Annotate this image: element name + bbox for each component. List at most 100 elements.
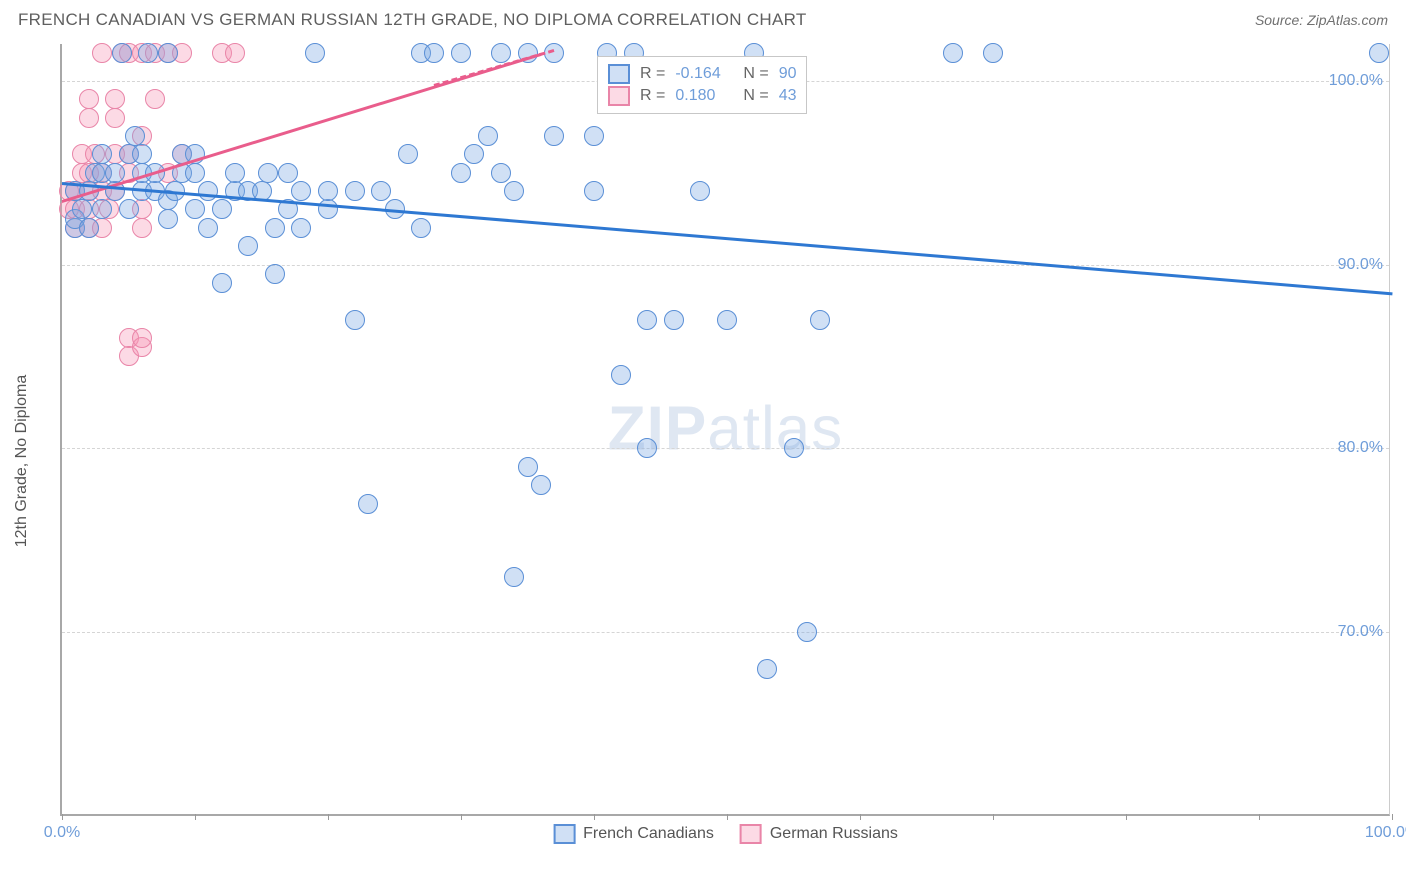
chart-wrapper: 12th Grade, No Diploma ZIPatlas French C… [0, 36, 1406, 886]
data-point [92, 43, 112, 63]
data-point [79, 218, 99, 238]
data-point [185, 199, 205, 219]
data-point [637, 438, 657, 458]
x-tick [1392, 814, 1393, 820]
y-tick-label: 80.0% [1338, 439, 1383, 457]
x-tick [328, 814, 329, 820]
legend-label: German Russians [770, 825, 898, 843]
data-point [105, 163, 125, 183]
x-tick [727, 814, 728, 820]
data-point [105, 89, 125, 109]
x-tick [860, 814, 861, 820]
data-point [105, 108, 125, 128]
x-tick [62, 814, 63, 820]
data-point [784, 438, 804, 458]
data-point [345, 181, 365, 201]
data-point [611, 365, 631, 385]
x-tick-label: 100.0% [1365, 824, 1406, 842]
data-point [132, 328, 152, 348]
data-point [504, 181, 524, 201]
data-point [451, 163, 471, 183]
data-point [664, 310, 684, 330]
data-point [238, 236, 258, 256]
data-point [983, 43, 1003, 63]
swatch-icon [608, 64, 630, 84]
y-tick-label: 70.0% [1338, 623, 1383, 641]
data-point [544, 126, 564, 146]
data-point [212, 273, 232, 293]
data-point [943, 43, 963, 63]
x-tick-label: 0.0% [44, 824, 80, 842]
data-point [757, 659, 777, 679]
data-point [79, 108, 99, 128]
y-tick-label: 90.0% [1338, 256, 1383, 274]
gridline [62, 265, 1389, 266]
trend-line [62, 182, 1392, 295]
data-point [810, 310, 830, 330]
swatch-icon [608, 86, 630, 106]
data-point [491, 163, 511, 183]
data-point [637, 310, 657, 330]
legend-item-pink: German Russians [740, 824, 898, 844]
data-point [112, 43, 132, 63]
legend-label: French Canadians [583, 825, 714, 843]
chart-title: FRENCH CANADIAN VS GERMAN RUSSIAN 12TH G… [18, 10, 807, 30]
data-point [132, 218, 152, 238]
legend-row: R =0.180N =43 [608, 86, 796, 106]
gridline [62, 448, 1389, 449]
data-point [291, 218, 311, 238]
legend-bottom: French Canadians German Russians [553, 824, 898, 844]
data-point [318, 181, 338, 201]
chart-header: FRENCH CANADIAN VS GERMAN RUSSIAN 12TH G… [0, 0, 1406, 36]
data-point [478, 126, 498, 146]
source-label: Source: ZipAtlas.com [1255, 12, 1388, 28]
y-tick-label: 100.0% [1329, 72, 1383, 90]
data-point [145, 89, 165, 109]
data-point [158, 209, 178, 229]
y-axis-title: 12th Grade, No Diploma [13, 375, 31, 548]
x-tick [461, 814, 462, 820]
data-point [138, 43, 158, 63]
data-point [1369, 43, 1389, 63]
legend-item-blue: French Canadians [553, 824, 714, 844]
data-point [411, 218, 431, 238]
data-point [318, 199, 338, 219]
data-point [345, 310, 365, 330]
data-point [265, 218, 285, 238]
data-point [119, 199, 139, 219]
data-point [358, 494, 378, 514]
data-point [258, 163, 278, 183]
data-point [158, 43, 178, 63]
data-point [305, 43, 325, 63]
data-point [198, 181, 218, 201]
data-point [225, 43, 245, 63]
data-point [531, 475, 551, 495]
data-point [491, 43, 511, 63]
data-point [398, 144, 418, 164]
x-tick [1126, 814, 1127, 820]
data-point [797, 622, 817, 642]
legend-row: R =-0.164N =90 [608, 64, 796, 84]
data-point [212, 199, 232, 219]
swatch-icon [553, 824, 575, 844]
data-point [79, 89, 99, 109]
x-tick [195, 814, 196, 820]
data-point [424, 43, 444, 63]
x-tick [594, 814, 595, 820]
plot-area: ZIPatlas French Canadians German Russian… [60, 44, 1390, 816]
data-point [185, 163, 205, 183]
data-point [125, 126, 145, 146]
data-point [198, 218, 218, 238]
data-point [464, 144, 484, 164]
gridline [62, 632, 1389, 633]
data-point [584, 181, 604, 201]
x-tick [1259, 814, 1260, 820]
data-point [278, 163, 298, 183]
data-point [225, 163, 245, 183]
swatch-icon [740, 824, 762, 844]
legend-top: R =-0.164N =90R =0.180N =43 [597, 56, 807, 114]
data-point [584, 126, 604, 146]
data-point [690, 181, 710, 201]
x-tick [993, 814, 994, 820]
data-point [92, 199, 112, 219]
